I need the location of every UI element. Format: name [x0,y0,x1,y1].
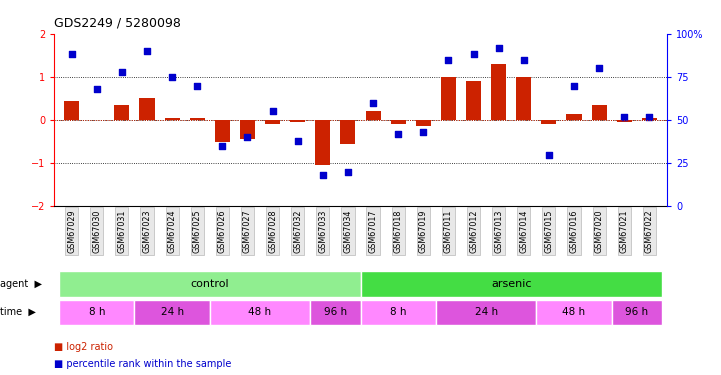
Point [543,152,554,157]
Bar [210,300,310,325]
Text: ■ percentile rank within the sample: ■ percentile rank within the sample [54,359,231,369]
Bar [139,99,154,120]
Bar [466,81,481,120]
Point [342,169,354,175]
Text: GSM67020: GSM67020 [595,209,603,253]
Text: GSM67012: GSM67012 [469,209,478,253]
Bar [567,114,582,120]
Point [192,82,203,88]
Point [167,74,178,80]
Text: 96 h: 96 h [324,307,347,317]
Text: 96 h: 96 h [625,307,648,317]
Text: GSM67018: GSM67018 [394,209,402,253]
Point [267,108,278,114]
Bar [59,272,360,297]
Text: GSM67011: GSM67011 [444,209,453,253]
Point [91,86,102,92]
Text: GSM67013: GSM67013 [494,209,503,253]
Bar [536,300,611,325]
Text: GSM67024: GSM67024 [167,209,177,253]
Text: time  ▶: time ▶ [0,307,36,317]
Text: 24 h: 24 h [161,307,184,317]
Bar [134,300,210,325]
Text: GSM67031: GSM67031 [118,209,126,253]
Point [518,57,529,63]
Bar [416,120,431,126]
Text: GSM67014: GSM67014 [519,209,528,253]
Point [468,51,479,57]
Bar [591,105,606,120]
Text: 24 h: 24 h [474,307,497,317]
Text: 8 h: 8 h [89,307,105,317]
Text: agent  ▶: agent ▶ [0,279,42,289]
Point [619,114,630,120]
Bar [64,100,79,120]
Bar [616,120,632,122]
Point [644,114,655,120]
Point [367,100,379,106]
Bar [391,120,406,124]
Bar [360,272,662,297]
Point [392,131,404,137]
Text: GSM67026: GSM67026 [218,209,227,253]
Text: GSM67029: GSM67029 [67,209,76,253]
Bar [164,118,180,120]
Bar [240,120,255,140]
Text: GSM67032: GSM67032 [293,209,302,253]
Bar [265,120,280,124]
Text: GSM67033: GSM67033 [319,209,327,253]
Text: GSM67016: GSM67016 [570,209,578,253]
Bar [290,120,305,122]
Point [216,143,228,149]
Bar [541,120,557,124]
Point [568,82,580,88]
Bar [611,300,662,325]
Bar [366,111,381,120]
Text: 48 h: 48 h [562,307,585,317]
Text: GSM67028: GSM67028 [268,209,277,253]
Text: 8 h: 8 h [390,307,407,317]
Point [417,129,429,135]
Point [493,45,505,51]
Bar [516,77,531,120]
Point [141,48,153,54]
Bar [215,120,230,142]
Bar [436,300,536,325]
Point [593,65,605,71]
Point [292,138,304,144]
Bar [59,300,134,325]
Bar [642,118,657,120]
Text: GSM67017: GSM67017 [368,209,378,253]
Text: 48 h: 48 h [249,307,272,317]
Text: GSM67015: GSM67015 [544,209,554,253]
Text: ■ log2 ratio: ■ log2 ratio [54,342,113,352]
Bar [340,120,355,144]
Text: GSM67030: GSM67030 [92,209,101,253]
Text: GSM67027: GSM67027 [243,209,252,253]
Text: GSM67034: GSM67034 [343,209,353,253]
Bar [115,105,130,120]
Point [443,57,454,63]
Text: GSM67021: GSM67021 [620,209,629,253]
Text: GDS2249 / 5280098: GDS2249 / 5280098 [54,17,181,30]
Bar [315,120,330,165]
Text: GSM67022: GSM67022 [645,209,654,253]
Bar [360,300,436,325]
Point [317,172,329,178]
Bar [491,64,506,120]
Text: control: control [190,279,229,289]
Bar [441,77,456,120]
Text: GSM67025: GSM67025 [193,209,202,253]
Point [66,51,77,57]
Text: arsenic: arsenic [491,279,531,289]
Bar [310,300,360,325]
Point [242,134,253,140]
Text: GSM67023: GSM67023 [143,209,151,253]
Bar [190,118,205,120]
Point [116,69,128,75]
Text: GSM67019: GSM67019 [419,209,428,253]
